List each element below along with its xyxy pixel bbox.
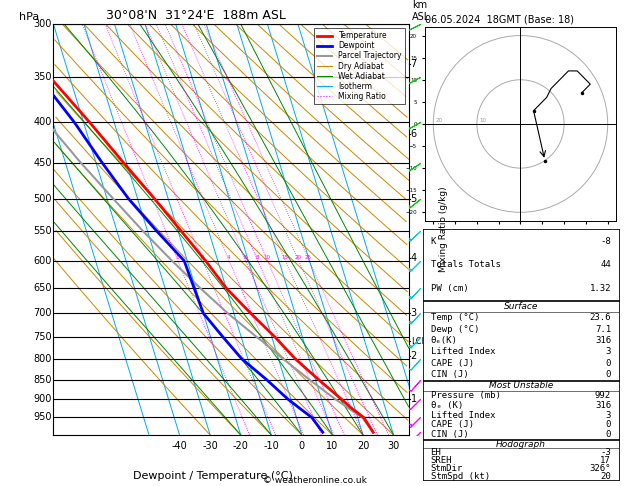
Text: 4: 4 <box>411 253 417 263</box>
Text: K: K <box>430 237 436 245</box>
Text: 20: 20 <box>294 255 302 260</box>
Text: 15: 15 <box>281 255 289 260</box>
Text: Dewpoint / Temperature (°C): Dewpoint / Temperature (°C) <box>133 471 293 482</box>
Text: 20: 20 <box>600 472 611 481</box>
Text: 1.32: 1.32 <box>589 284 611 293</box>
Text: 3: 3 <box>606 411 611 419</box>
Text: 992: 992 <box>595 391 611 400</box>
Text: 0: 0 <box>606 430 611 439</box>
Text: 3: 3 <box>411 308 417 318</box>
Text: 400: 400 <box>33 118 52 127</box>
Text: StmSpd (kt): StmSpd (kt) <box>430 472 489 481</box>
Text: 350: 350 <box>33 72 52 82</box>
Text: 8: 8 <box>255 255 259 260</box>
Text: Pressure (mb): Pressure (mb) <box>430 391 501 400</box>
Text: 6: 6 <box>411 129 417 139</box>
Text: Temp (°C): Temp (°C) <box>430 313 479 322</box>
Text: -10: -10 <box>264 441 279 451</box>
Text: CIN (J): CIN (J) <box>430 430 468 439</box>
Text: 450: 450 <box>33 157 52 168</box>
Text: hPa: hPa <box>19 12 39 22</box>
Text: 20: 20 <box>357 441 369 451</box>
Text: 17: 17 <box>600 456 611 465</box>
Text: CAPE (J): CAPE (J) <box>430 359 474 367</box>
Text: SREH: SREH <box>430 456 452 465</box>
Text: -40: -40 <box>172 441 187 451</box>
Text: 3: 3 <box>606 347 611 356</box>
Text: 500: 500 <box>33 193 52 204</box>
Text: 2: 2 <box>411 351 417 361</box>
Text: 850: 850 <box>33 375 52 384</box>
Text: km
ASL: km ASL <box>412 0 430 22</box>
Text: Most Unstable: Most Unstable <box>489 382 553 390</box>
Text: 700: 700 <box>33 308 52 318</box>
Text: 10: 10 <box>264 255 270 260</box>
Text: Totals Totals: Totals Totals <box>430 260 501 269</box>
Text: 326°: 326° <box>589 464 611 473</box>
Text: 4: 4 <box>227 255 230 260</box>
Text: LCL: LCL <box>411 337 426 346</box>
Text: 7.1: 7.1 <box>595 325 611 333</box>
Text: Mixing Ratio (g/kg): Mixing Ratio (g/kg) <box>439 187 448 273</box>
Text: 23.6: 23.6 <box>589 313 611 322</box>
Text: 316: 316 <box>595 401 611 410</box>
Text: 44: 44 <box>600 260 611 269</box>
Legend: Temperature, Dewpoint, Parcel Trajectory, Dry Adiabat, Wet Adiabat, Isotherm, Mi: Temperature, Dewpoint, Parcel Trajectory… <box>314 28 405 104</box>
Text: 1: 1 <box>175 255 179 260</box>
Text: θₑ(K): θₑ(K) <box>430 336 457 345</box>
Text: 10: 10 <box>479 118 486 123</box>
Text: 800: 800 <box>33 354 52 364</box>
Text: 30: 30 <box>387 441 399 451</box>
Text: 0: 0 <box>606 370 611 379</box>
Text: 316: 316 <box>595 336 611 345</box>
Text: 600: 600 <box>33 256 52 266</box>
Text: Dewp (°C): Dewp (°C) <box>430 325 479 333</box>
X-axis label: kt: kt <box>516 235 525 244</box>
Text: 550: 550 <box>33 226 52 236</box>
Text: 0: 0 <box>606 420 611 429</box>
Text: 06.05.2024  18GMT (Base: 18): 06.05.2024 18GMT (Base: 18) <box>425 14 574 24</box>
Text: PW (cm): PW (cm) <box>430 284 468 293</box>
Text: Lifted Index: Lifted Index <box>430 347 495 356</box>
Title: 30°08'N  31°24'E  188m ASL: 30°08'N 31°24'E 188m ASL <box>106 9 286 22</box>
Text: 0: 0 <box>299 441 305 451</box>
Text: StmDir: StmDir <box>430 464 463 473</box>
Text: Lifted Index: Lifted Index <box>430 411 495 419</box>
Text: CAPE (J): CAPE (J) <box>430 420 474 429</box>
Text: 2: 2 <box>201 255 204 260</box>
Text: -3: -3 <box>600 448 611 457</box>
Text: 10: 10 <box>326 441 338 451</box>
Text: -8: -8 <box>600 237 611 245</box>
Text: 6: 6 <box>243 255 247 260</box>
Text: Hodograph: Hodograph <box>496 440 546 449</box>
Text: 750: 750 <box>33 332 52 342</box>
Text: © weatheronline.co.uk: © weatheronline.co.uk <box>262 476 367 485</box>
Text: 1: 1 <box>411 394 417 404</box>
Text: 5: 5 <box>411 193 417 204</box>
Text: 650: 650 <box>33 283 52 293</box>
Text: CIN (J): CIN (J) <box>430 370 468 379</box>
Text: 20: 20 <box>435 118 442 123</box>
Text: 0: 0 <box>606 359 611 367</box>
Text: -20: -20 <box>233 441 248 451</box>
Text: 950: 950 <box>33 413 52 422</box>
Text: 25: 25 <box>305 255 312 260</box>
Text: -30: -30 <box>203 441 218 451</box>
Text: EH: EH <box>430 448 442 457</box>
Text: Surface: Surface <box>504 302 538 311</box>
Text: 300: 300 <box>33 19 52 29</box>
Text: θₑ (K): θₑ (K) <box>430 401 463 410</box>
Text: 900: 900 <box>33 394 52 404</box>
Text: 7: 7 <box>411 59 417 69</box>
